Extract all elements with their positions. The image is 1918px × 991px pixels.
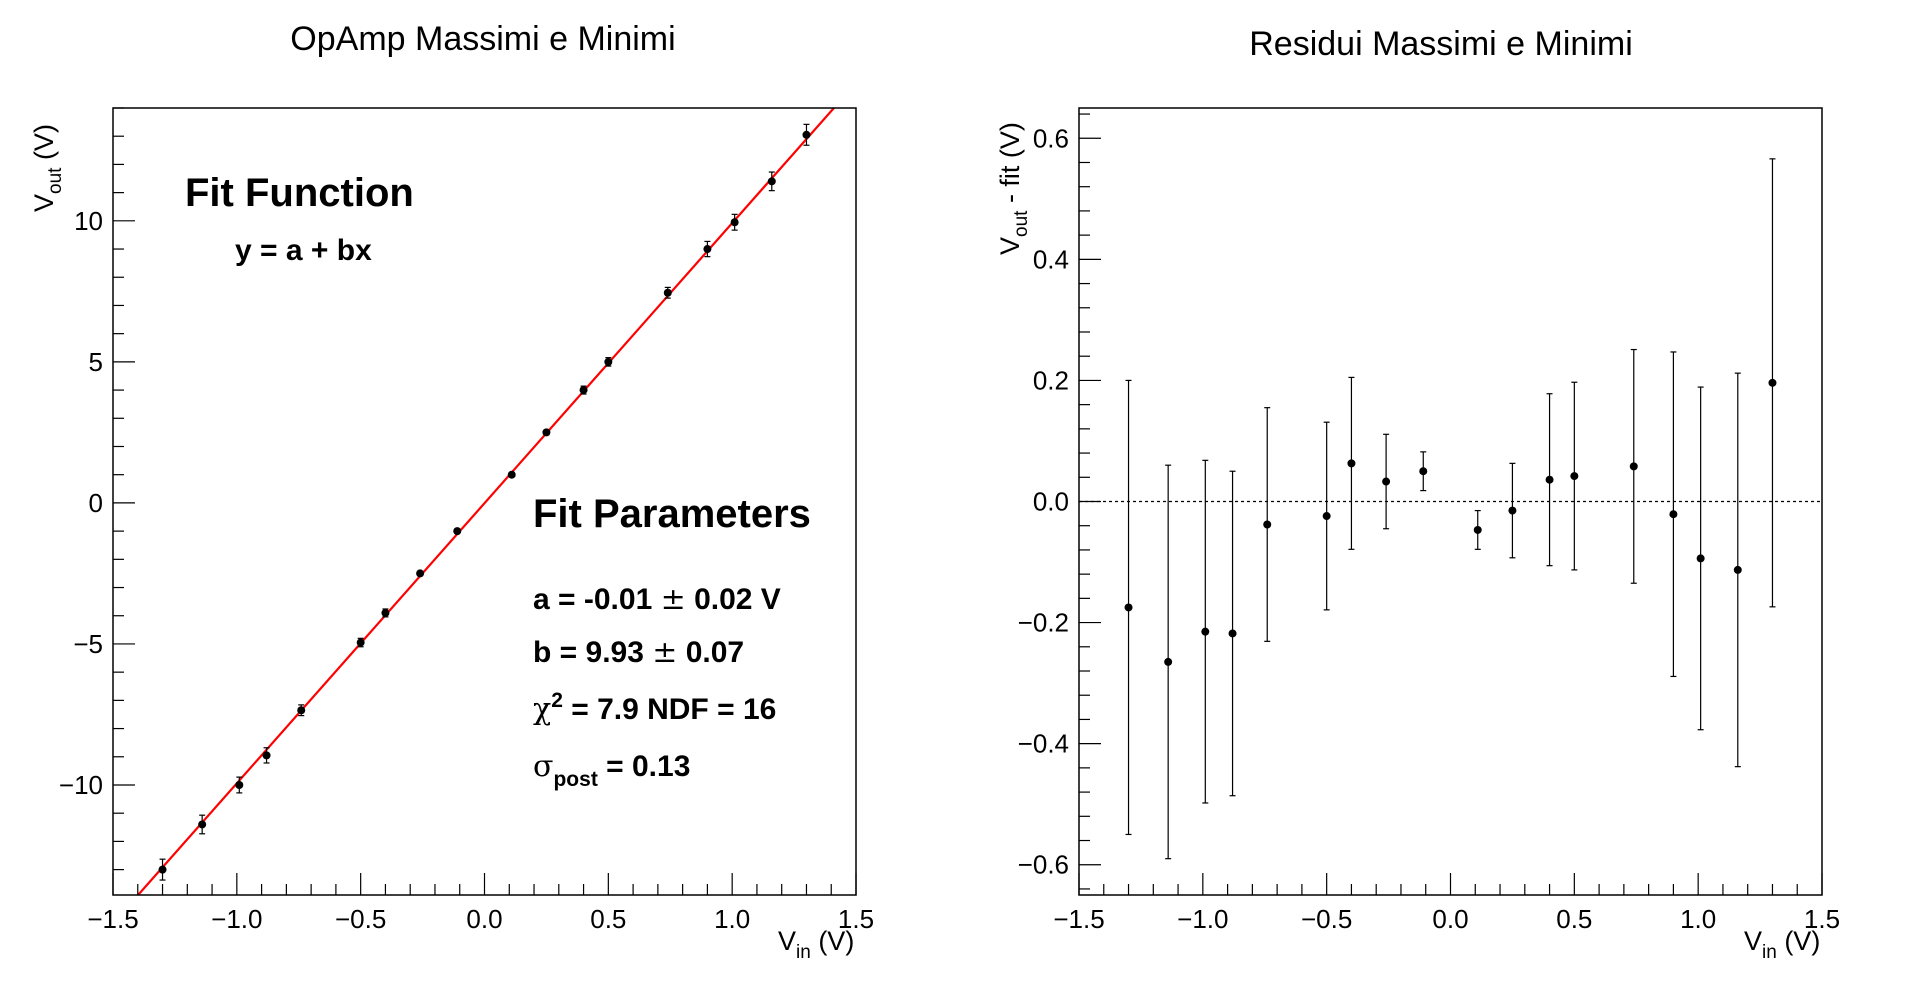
fit-data-point [703, 245, 712, 254]
fit-y-tick-label: −10 [59, 770, 103, 800]
residuals-y-tick-label: −0.2 [1018, 608, 1069, 638]
fit-data-point [507, 470, 516, 479]
fit-x-tick-label: 1.5 [838, 904, 874, 934]
residuals-y-axis-label: Vout - fit (V) [995, 122, 1032, 255]
residuals-data-point [1696, 554, 1705, 563]
residuals-y-tick-label: −0.6 [1018, 850, 1069, 880]
fit-data-point [767, 177, 776, 186]
fit-data-point [730, 218, 739, 227]
fit-y-axis-label: Vout (V) [29, 124, 66, 212]
fit-x-axis-label: Vin (V) [778, 926, 854, 963]
fit-x-tick-label: −0.5 [335, 904, 386, 934]
residuals-data-point [1124, 603, 1133, 612]
residuals-data-point [1768, 378, 1777, 387]
residuals-data-point [1419, 467, 1428, 476]
residuals-data-point [1545, 475, 1554, 484]
fit-sigma-post: σpost = 0.13 [533, 749, 690, 791]
residuals-data-point [1228, 629, 1237, 638]
fit-data-point [604, 357, 613, 366]
residuals-y-tick-label: 0.2 [1033, 365, 1069, 395]
fit-function-title: Fit Function [185, 171, 414, 215]
residuals-x-tick-label: −1.5 [1053, 904, 1104, 934]
fit-y-tick-label: 0 [89, 488, 103, 518]
residuals-data-point [1570, 472, 1579, 481]
residuals-x-tick-label: 0.5 [1556, 904, 1592, 934]
residuals-x-tick-label: −0.5 [1301, 904, 1352, 934]
residuals-data-point [1382, 477, 1391, 486]
fit-plot-area [136, 108, 836, 895]
fit-data-point [297, 706, 306, 715]
fit-data-point [158, 865, 167, 874]
fit-data-point [579, 386, 588, 395]
residuals-panel: Residui Massimi e Minimi −1.5 −1.0 −0.5 0.0… [995, 25, 1840, 963]
fit-axis-ticks: −1.5 −1.0 −0.5 0.0 0.5 1.0 1.5 −10 −5 0 5 10 [59, 107, 874, 934]
residuals-y-tick-label: 0.4 [1033, 244, 1069, 274]
residuals-data-point [1164, 657, 1173, 666]
fit-y-tick-label: 10 [74, 206, 103, 236]
fit-chi-square: χ2 = 7.9 NDF = 16 [533, 689, 776, 727]
residuals-x-tick-label: −1.0 [1177, 904, 1228, 934]
fit-annotations: Fit Function y = a + bx Fit Parameters a… [185, 171, 811, 791]
fit-parameters-title: Fit Parameters [533, 492, 811, 536]
residuals-x-axis-label: Vin (V) [1744, 926, 1820, 963]
fit-data-point [416, 569, 425, 578]
residuals-y-tick-label: 0.0 [1033, 487, 1069, 517]
residuals-data-point [1263, 520, 1272, 529]
fit-x-tick-label: 1.0 [714, 904, 750, 934]
fit-param-b: b = 9.93 ± 0.07 [533, 635, 744, 670]
fit-chart-title: OpAmp Massimi e Minimi [290, 20, 675, 58]
residuals-data-point [1473, 525, 1482, 534]
residuals-axis-ticks: −1.5 −1.0 −0.5 0.0 0.5 1.0 1.5 −0.6 −0.4 −0.2 0.0 0… [1018, 113, 1840, 934]
residuals-data-point [1669, 510, 1678, 519]
residuals-plot-area [1079, 158, 1822, 860]
residuals-data-point [1508, 506, 1517, 515]
fit-function-formula: y = a + bx [235, 234, 372, 267]
residuals-chart-title: Residui Massimi e Minimi [1249, 25, 1633, 63]
fit-data-point [381, 608, 390, 617]
residuals-x-tick-label: 0.0 [1432, 904, 1468, 934]
residuals-data-point [1201, 627, 1210, 636]
fit-x-tick-label: −1.0 [211, 904, 262, 934]
fit-data-point [453, 527, 462, 536]
fit-data-point [542, 428, 551, 437]
fit-y-tick-label: 5 [89, 347, 103, 377]
fit-data-point [198, 820, 207, 829]
fit-data-point [802, 130, 811, 139]
fit-panel: OpAmp Massimi e Minimi −1.5 −1.0 −0.5 0.0 0.… [29, 20, 874, 963]
fit-data-point [663, 288, 672, 297]
fit-y-tick-label: −5 [73, 629, 103, 659]
residuals-y-tick-label: 0.6 [1033, 123, 1069, 153]
residuals-x-tick-label: 1.5 [1804, 904, 1840, 934]
residuals-y-tick-label: −0.4 [1018, 729, 1069, 759]
fit-data-point [356, 638, 365, 647]
fit-data-point [235, 780, 244, 789]
residuals-data-point [1733, 565, 1742, 574]
residuals-data-point [1629, 462, 1638, 471]
fit-param-a: a = -0.01 ± 0.02 V [533, 582, 781, 617]
fit-x-tick-label: 0.5 [590, 904, 626, 934]
residuals-data-point [1347, 459, 1356, 468]
fit-data-point [262, 751, 271, 760]
residuals-data-point [1322, 512, 1331, 521]
residuals-x-tick-label: 1.0 [1680, 904, 1716, 934]
fit-x-tick-label: 0.0 [466, 904, 502, 934]
fit-x-tick-label: −1.5 [87, 904, 138, 934]
